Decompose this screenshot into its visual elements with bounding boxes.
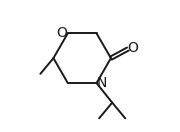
Text: O: O: [57, 26, 67, 40]
Text: N: N: [96, 76, 107, 90]
Text: O: O: [127, 41, 138, 55]
